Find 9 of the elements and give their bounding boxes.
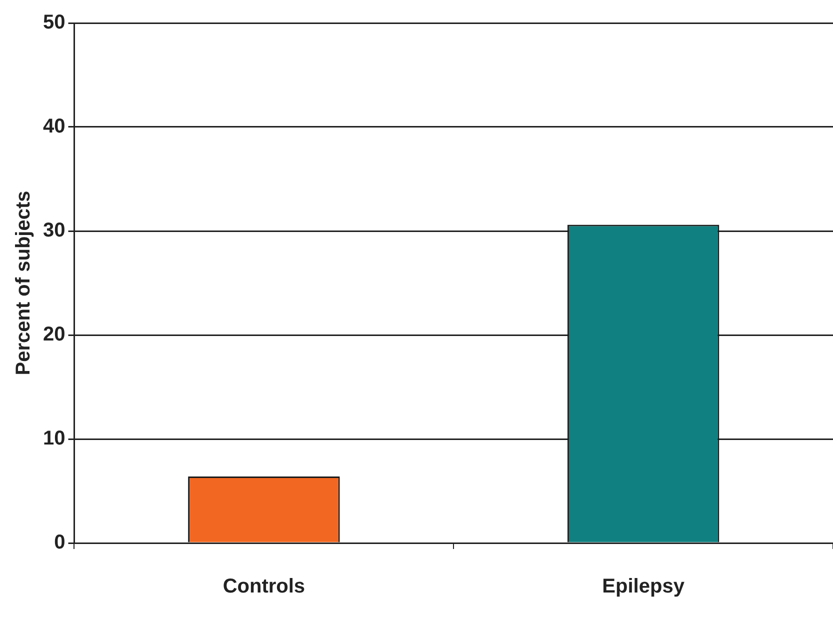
- y-tick-label: 20: [42, 324, 66, 346]
- y-tick-label: 10: [42, 428, 66, 450]
- y-tick-label: 0: [54, 532, 66, 554]
- x-tick-label: Controls: [222, 576, 306, 598]
- x-tick-label: Epilepsy: [602, 576, 686, 598]
- y-tick-label: 30: [42, 220, 66, 242]
- y-tick-label: 50: [42, 12, 66, 34]
- y-tick-label: 40: [42, 116, 66, 138]
- y-axis-title: Percent of subjects: [12, 190, 35, 376]
